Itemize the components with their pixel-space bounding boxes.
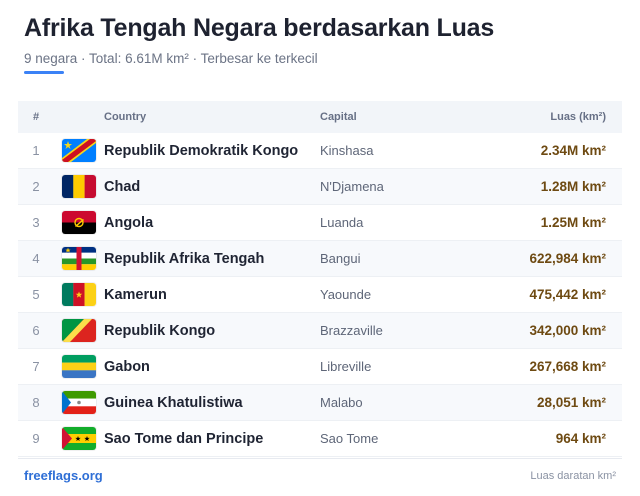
country-name: Chad [104,178,141,195]
area-value: 475,442 km² [529,287,606,302]
area-value: 622,984 km² [529,251,606,266]
country-name: Republik Kongo [104,322,216,339]
row-number: 9 [32,431,40,446]
capital-name: Brazzaville [320,323,383,338]
column-header-country: Country [104,111,147,123]
country-name: Gabon [104,358,150,375]
table-header: # Country Capital Luas (km²) [18,101,622,133]
flag-cg-icon [62,319,96,342]
area-value: 342,000 km² [529,323,606,338]
page-footer: freeflags.org Luas daratan km² [24,468,616,483]
area-value: 28,051 km² [536,395,606,410]
row-number: 6 [32,323,40,338]
flag-cd-icon [62,139,96,162]
table-row: 5 Kamerun Yaounde 475,442 km² [18,277,622,313]
area-value: 964 km² [555,431,606,446]
row-number: 8 [32,395,40,410]
capital-name: Kinshasa [320,143,374,158]
title-accent-bar [24,71,64,74]
area-value: 1.25M km² [540,215,606,230]
footer-note: Luas daratan km² [530,469,616,482]
column-header-num: # [32,111,40,123]
row-number: 4 [32,251,40,266]
area-value: 1.28M km² [540,179,606,194]
capital-name: N'Djamena [320,179,384,194]
capital-name: Yaounde [320,287,372,302]
country-name: Republik Demokratik Kongo [104,142,299,159]
table-row: 1 Republik Demokratik Kongo Kinshasa 2.3… [18,133,622,169]
flag-st-icon [62,427,96,450]
area-value: 2.34M km² [540,143,606,158]
capital-name: Luanda [320,215,364,230]
flag-ga-icon [62,355,96,378]
flag-cf-icon [62,247,96,270]
flag-ao-icon [62,211,96,234]
column-header-area: Luas (km²) [550,111,606,123]
country-name: Republik Afrika Tengah [104,250,265,267]
country-name: Sao Tome dan Principe [104,430,264,447]
table-row: 8 Guinea Khatulistiwa Malabo 28,051 km² [18,385,622,421]
country-name: Guinea Khatulistiwa [104,394,243,411]
table-row: 2 Chad N'Djamena 1.28M km² [18,169,622,205]
row-number: 7 [32,359,40,374]
column-header-capital: Capital [320,111,357,123]
row-number: 5 [32,287,40,302]
row-number: 3 [32,215,40,230]
footer-divider [18,458,622,459]
capital-name: Bangui [320,251,361,266]
area-value: 267,668 km² [529,359,606,374]
country-table: # Country Capital Luas (km²) 1 Republik … [18,101,622,457]
page-subtitle: 9 negara · Total: 6.61M km² · Terbesar k… [24,51,318,66]
row-number: 1 [32,143,40,158]
row-number: 2 [32,179,40,194]
footer-brand-link[interactable]: freeflags.org [24,468,103,483]
capital-name: Malabo [320,395,363,410]
page-header: Afrika Tengah Negara berdasarkan Luas 9 … [24,12,624,68]
capital-name: Sao Tome [320,431,379,446]
flag-gq-icon [62,391,96,414]
capital-name: Libreville [320,359,372,374]
flag-td-icon [62,175,96,198]
country-name: Kamerun [104,286,167,303]
country-name: Angola [104,214,154,231]
page-title: Afrika Tengah Negara berdasarkan Luas [24,14,495,42]
flag-cm-icon [62,283,96,306]
table-row: 9 Sao Tome dan Principe Sao Tome 964 km² [18,421,622,457]
table-row: 4 Republik Afrika Tengah Bangui 622,984 … [18,241,622,277]
table-row: 6 Republik Kongo Brazzaville 342,000 km² [18,313,622,349]
table-row: 7 Gabon Libreville 267,668 km² [18,349,622,385]
table-row: 3 Angola Luanda 1.25M km² [18,205,622,241]
